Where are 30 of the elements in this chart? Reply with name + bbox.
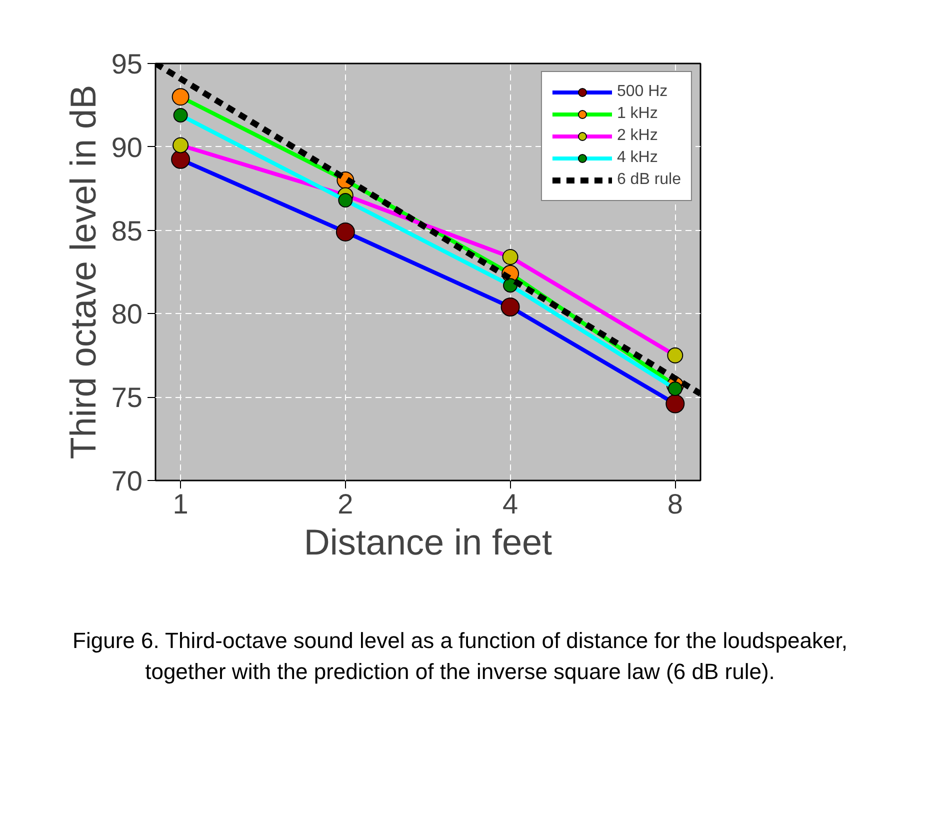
point [500, 298, 520, 317]
point [502, 249, 518, 265]
x-tick-label: 2 [338, 488, 354, 520]
legend-label: 500 Hz [616, 83, 668, 101]
x-tick-label: 1 [172, 488, 188, 520]
point [172, 88, 190, 106]
point [503, 278, 518, 293]
point [172, 137, 189, 154]
legend-label: 2 kHz [616, 127, 658, 145]
point [336, 222, 355, 242]
point [171, 150, 190, 169]
caption: Figure 6. Third-octave sound level as a function of distance for the loudspeaker, together with the prediction of the inverse square law (6 dB rule). [72, 627, 848, 686]
x-tick-label: 8 [667, 488, 683, 520]
point [173, 108, 188, 122]
point [668, 382, 682, 396]
point [338, 193, 353, 208]
x-axis-title: Distance in feet [304, 522, 552, 562]
y-tick-label: 80 [111, 298, 143, 330]
point [667, 347, 684, 364]
y-tick-label: 70 [111, 466, 143, 496]
point [666, 394, 685, 414]
y-tick-label: 90 [111, 132, 143, 163]
legend-label: 1 kHz [616, 105, 658, 123]
legend-label: 4 kHz [616, 149, 658, 167]
y-tick-label: 85 [111, 215, 143, 246]
y-tick-label: 75 [111, 382, 143, 414]
y-axis-title: Third octave level in dB [62, 84, 104, 460]
x-tick-label: 4 [502, 488, 518, 520]
legend-label: 6 dB rule [616, 171, 681, 189]
y-tick-label: 95 [111, 48, 143, 80]
